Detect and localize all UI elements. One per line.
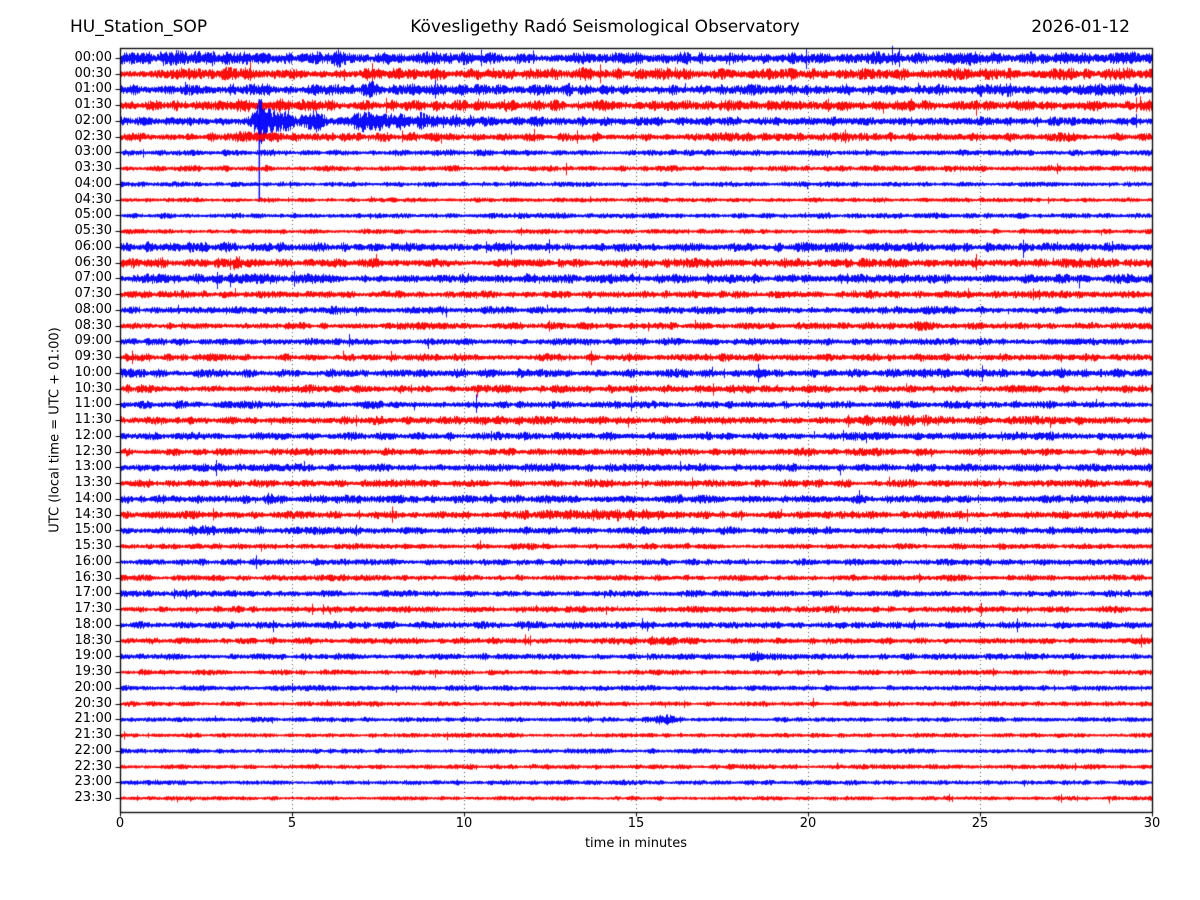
y-tick-label: 14:00 xyxy=(74,490,112,506)
y-tick-label: 05:30 xyxy=(74,223,112,239)
y-tick-label: 15:00 xyxy=(74,522,112,538)
y-tick-label: 10:30 xyxy=(74,380,112,396)
y-tick-label: 07:30 xyxy=(74,286,112,302)
x-tick-label: 0 xyxy=(115,816,125,831)
y-tick-label: 02:30 xyxy=(74,128,112,144)
y-tick-label: 02:00 xyxy=(74,112,112,128)
y-tick-label: 03:00 xyxy=(74,144,112,160)
y-tick-label: 03:30 xyxy=(74,160,112,176)
x-tick-label: 5 xyxy=(287,816,297,831)
x-tick-label: 10 xyxy=(455,816,473,831)
y-tick-label: 19:30 xyxy=(74,664,112,680)
y-tick-label: 01:30 xyxy=(74,97,112,113)
y-tick-label: 00:30 xyxy=(74,65,112,81)
y-tick-label: 13:30 xyxy=(74,475,112,491)
y-tick-label: 21:00 xyxy=(74,711,112,727)
y-tick-label: 06:00 xyxy=(74,238,112,254)
y-tick-label: 18:00 xyxy=(74,616,112,632)
y-tick-label: 14:30 xyxy=(74,506,112,522)
y-tick-label: 15:30 xyxy=(74,538,112,554)
x-tick-label: 25 xyxy=(971,816,989,831)
y-tick-label: 18:30 xyxy=(74,632,112,648)
y-tick-label: 17:00 xyxy=(74,585,112,601)
x-tick-label: 15 xyxy=(627,816,645,831)
y-tick-label: 08:30 xyxy=(74,317,112,333)
y-tick-label: 22:00 xyxy=(74,742,112,758)
x-axis-label: time in minutes xyxy=(584,836,688,851)
y-tick-label: 00:00 xyxy=(74,50,112,65)
y-tick-label: 10:00 xyxy=(74,364,112,380)
y-tick-label: 12:00 xyxy=(74,427,112,443)
y-tick-label: 11:00 xyxy=(74,396,112,412)
y-tick-label: 06:30 xyxy=(74,254,112,270)
y-tick-label: 13:00 xyxy=(74,459,112,475)
y-tick-label: 20:00 xyxy=(74,679,112,695)
x-tick-label: 30 xyxy=(1143,816,1161,831)
y-tick-label: 04:00 xyxy=(74,175,112,191)
y-tick-label: 01:00 xyxy=(74,81,112,97)
y-tick-label: 22:30 xyxy=(74,758,112,774)
y-tick-label: 21:30 xyxy=(74,727,112,743)
y-tick-label: 09:30 xyxy=(74,349,112,365)
y-tick-label: 09:00 xyxy=(74,333,112,349)
x-tick-label: 20 xyxy=(799,816,817,831)
y-tick-label: 17:30 xyxy=(74,601,112,617)
y-tick-label: 23:00 xyxy=(74,774,112,790)
y-tick-label: 05:00 xyxy=(74,207,112,223)
y-tick-label: 16:30 xyxy=(74,569,112,585)
y-tick-label: 07:00 xyxy=(74,270,112,286)
y-tick-label: 20:30 xyxy=(74,695,112,711)
y-tick-label: 23:30 xyxy=(74,790,112,805)
y-tick-label: 08:00 xyxy=(74,301,112,317)
y-tick-label: 19:00 xyxy=(74,648,112,664)
y-tick-label: 16:00 xyxy=(74,553,112,569)
y-tick-label: 12:30 xyxy=(74,443,112,459)
y-tick-label: 11:30 xyxy=(74,412,112,428)
y-tick-label: 04:30 xyxy=(74,191,112,207)
